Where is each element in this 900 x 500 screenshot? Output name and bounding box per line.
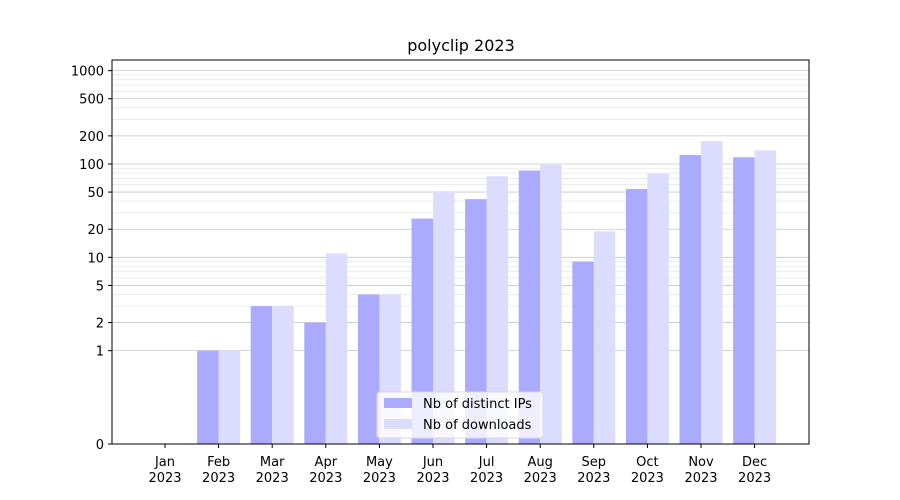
- bar: [304, 322, 326, 444]
- bar: [625, 188, 648, 444]
- y-tick-label: 1000: [71, 65, 104, 80]
- x-tick-label-year: 2023: [363, 471, 396, 486]
- legend-swatch: [384, 419, 412, 429]
- x-tick-label-year: 2023: [416, 471, 449, 486]
- bar: [197, 350, 219, 444]
- x-tick-label-month: Aug: [528, 455, 553, 470]
- legend-label: Nb of downloads: [423, 418, 532, 433]
- x-tick-label-year: 2023: [309, 471, 342, 486]
- bar: [272, 306, 294, 444]
- x-tick-label-month: Jan: [154, 455, 175, 470]
- legend-box: [376, 391, 544, 439]
- x-tick-label-month: Feb: [207, 455, 230, 470]
- bar: [540, 164, 562, 445]
- x-tick-label-month: Dec: [742, 455, 767, 470]
- bar: [433, 191, 455, 444]
- x-tick-label-year: 2023: [738, 471, 771, 486]
- bar: [593, 231, 616, 444]
- x-tick-label-year: 2023: [202, 471, 235, 486]
- y-tick-label: 2: [96, 317, 104, 332]
- x-tick-label-year: 2023: [148, 471, 181, 486]
- x-tick-label-month: Mar: [260, 455, 285, 470]
- bar: [325, 253, 348, 444]
- x-tick-label-year: 2023: [470, 471, 503, 486]
- bar: [679, 154, 701, 444]
- y-tick-label: 100: [79, 158, 104, 173]
- y-tick-label: 1: [96, 345, 104, 360]
- y-tick-label: 500: [79, 93, 104, 108]
- bar: [701, 141, 723, 444]
- bar: [754, 150, 777, 444]
- bar: [647, 173, 669, 445]
- y-tick-label: 5: [96, 279, 104, 294]
- y-tick-label: 10: [87, 251, 104, 266]
- y-tick-label: 0: [96, 438, 104, 453]
- bar: [733, 157, 755, 444]
- x-tick-label-month: Apr: [315, 455, 338, 470]
- bar: [518, 170, 541, 444]
- x-tick-label-month: Sep: [582, 455, 607, 470]
- x-tick-label-month: Jun: [422, 455, 443, 470]
- x-tick-label-year: 2023: [631, 471, 664, 486]
- legend-label: Nb of distinct IPs: [423, 397, 532, 412]
- bar: [250, 306, 273, 444]
- plot-frame: [111, 59, 810, 445]
- y-tick-label: 20: [87, 223, 104, 238]
- x-tick-label-month: Oct: [636, 455, 658, 470]
- y-tick-label: 50: [87, 186, 104, 201]
- bars: [197, 141, 777, 445]
- bar: [572, 261, 594, 444]
- x-tick-label-month: Jul: [478, 455, 495, 470]
- bar: [411, 218, 433, 444]
- legend: Nb of distinct IPs Nb of downloads: [376, 391, 544, 439]
- x-tick-label-year: 2023: [524, 471, 557, 486]
- x-tick-label-year: 2023: [577, 471, 610, 486]
- x-tick-label-month: Nov: [688, 455, 714, 470]
- x-tick-label-year: 2023: [684, 471, 717, 486]
- bar: [357, 294, 380, 444]
- x-tick-label-year: 2023: [256, 471, 289, 486]
- bar: [465, 199, 487, 444]
- y-tick-label: 200: [79, 130, 104, 145]
- bar: [486, 176, 509, 445]
- bar: [218, 350, 241, 444]
- legend-swatch: [384, 398, 412, 408]
- axes: 01251020501002005001000Jan2023Feb2023Mar…: [71, 59, 810, 486]
- x-tick-label-month: May: [366, 455, 393, 470]
- chart-title: polyclip 2023: [407, 36, 515, 55]
